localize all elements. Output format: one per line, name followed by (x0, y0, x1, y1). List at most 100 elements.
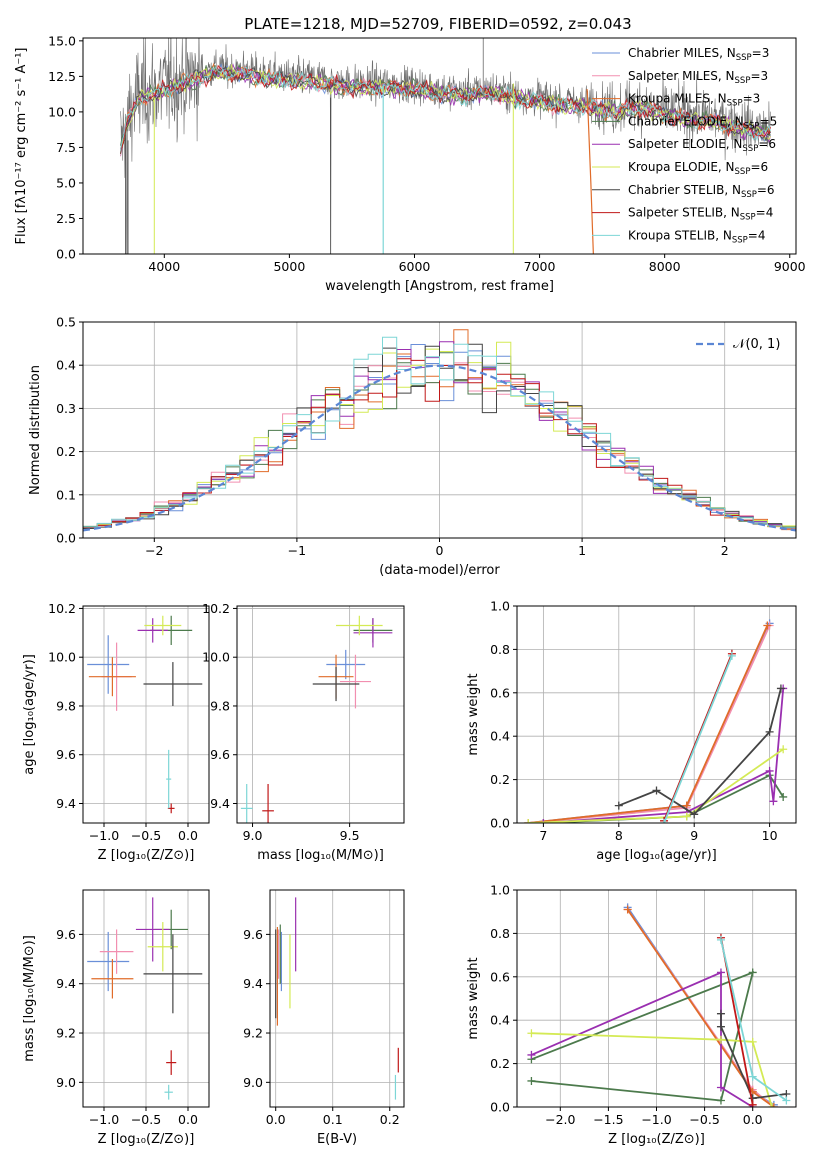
model-line-3 (120, 62, 771, 146)
massweight-vs-metallicity-panel: −2.0 −1.5 −1.0 −0.5 0.0 0.0 0.2 0.4 0.6 0.8 1.0 Z [… (466, 883, 797, 1147)
model-line-8 (120, 66, 771, 151)
y-tick-label: 0.4 (56, 358, 76, 373)
y-tick-label: 9.6 (56, 927, 76, 942)
legend-label: Chabrier MILES, NSSP=3 (628, 46, 769, 63)
legend-label-subscript: SSP (741, 190, 757, 200)
massweight-point (527, 1076, 536, 1085)
y-tick-label: 1.0 (490, 599, 510, 614)
massweight-line-3 (531, 971, 754, 1102)
x-tick-label: 8000 (649, 259, 681, 274)
x-axis-label: Z [log₁₀(Z/Z⊙)] (98, 848, 195, 863)
y-axis-label: mass weight (466, 957, 481, 1039)
x-tick-label: −1.0 (89, 828, 119, 843)
x-tick-label: 7 (539, 828, 547, 843)
legend-label-text: Chabrier ELODIE, N (628, 114, 744, 128)
massweight-point (716, 1096, 725, 1105)
x-tick-label: 9.5 (340, 828, 360, 843)
x-axis-label: (data-model)/error (379, 563, 500, 578)
massweight-point (716, 968, 725, 977)
massweight-point (748, 1037, 757, 1046)
mass-vs-ebv-panel: 0.0 0.1 0.2 9.0 9.2 9.4 9.6 E(B-V) (243, 889, 405, 1147)
x-tick-label: 9000 (774, 259, 806, 274)
massweight-point (524, 819, 533, 823)
legend-label-value: =3 (750, 69, 768, 83)
x-axis-label: E(B-V) (317, 1132, 357, 1147)
massweight-point (782, 1096, 791, 1105)
legend-label-text: Chabrier MILES, N (628, 46, 736, 60)
x-tick-label: 0.0 (178, 1112, 198, 1127)
plot-area (120, 38, 771, 254)
y-tick-label: 9.2 (56, 1026, 76, 1041)
legend-label: Kroupa ELODIE, NSSP=6 (628, 160, 768, 177)
y-axis-label: mass weight (466, 673, 481, 755)
massweight-point (716, 1009, 725, 1018)
legend-label: Kroupa STELIB, NSSP=4 (628, 228, 766, 245)
massweight-point (765, 766, 774, 775)
legend-label-subscript: SSP (732, 235, 748, 245)
model-line-5 (120, 64, 771, 148)
y-tick-label: 9.2 (243, 1026, 263, 1041)
y-tick-label: 0.6 (490, 969, 510, 984)
legend-label-value: =4 (748, 228, 766, 242)
axes-frame (269, 889, 405, 1108)
legend-label: Chabrier ELODIE, NSSP=5 (628, 114, 777, 131)
y-tick-label: 10.0 (48, 104, 76, 119)
massweight-point (527, 1050, 536, 1059)
massweight-point (527, 1029, 536, 1038)
legend-label-subscript: SSP (742, 144, 758, 154)
mass-vs-metallicity-panel: −1.0 −0.5 0.0 9.0 9.2 9.4 9.6 Z [log₁₀(Z/Z⊙)] ma… (22, 889, 210, 1147)
legend-label-subscript: SSP (735, 167, 751, 177)
y-tick-label: 0.6 (490, 685, 510, 700)
y-tick-label: 5.0 (56, 175, 76, 190)
massweight-line-8 (663, 655, 733, 823)
x-tick-label: 2 (721, 543, 729, 558)
y-tick-label: 10.0 (48, 650, 76, 665)
plot-area (527, 903, 791, 1107)
x-tick-label: 0.0 (743, 1112, 763, 1127)
legend-label: Salpeter ELODIE, NSSP=6 (628, 137, 776, 154)
y-tick-label: 0.5 (56, 315, 76, 330)
massweight-point (779, 792, 788, 801)
axes-frame (236, 605, 405, 824)
legend-label-text: Kroupa ELODIE, N (628, 160, 735, 174)
y-tick-label: 0.2 (490, 1056, 510, 1071)
massweight-point (623, 905, 632, 914)
massweight-point (765, 727, 774, 736)
massweight-point (748, 968, 757, 977)
normal-reference-curve (83, 364, 796, 532)
x-tick-label: −1.5 (593, 1112, 623, 1127)
spectrum-title: PLATE=1218, MJD=52709, FIBERID=0592, z=0… (244, 15, 631, 33)
massweight-point (690, 810, 699, 819)
massweight-point (614, 801, 623, 810)
x-axis-label: wavelength [Angstrom, rest frame] (325, 279, 554, 294)
legend-label-value: =5 (760, 114, 778, 128)
y-tick-label: 9.0 (243, 1075, 263, 1090)
legend-label-subscript: SSP (740, 213, 756, 223)
plot-area (524, 619, 788, 823)
massweight-point (727, 651, 736, 660)
x-tick-label: 0.1 (323, 1112, 343, 1127)
x-axis-label: mass [log₁₀(M/M⊙)] (257, 848, 384, 863)
x-tick-label: −0.5 (131, 1112, 161, 1127)
y-tick-label: 0.2 (56, 444, 76, 459)
legend-label-text: Chabrier STELIB, N (628, 183, 741, 197)
x-tick-label: −1.0 (89, 1112, 119, 1127)
age-vs-metallicity-panel: −1.0 −0.5 0.0 9.4 9.6 9.8 10.0 10.2 Z [log₁₀(Z/Z… (22, 601, 210, 863)
massweight-line-6 (618, 688, 782, 816)
legend-label: 𝒩(0, 1) (733, 337, 780, 352)
plot-area (275, 897, 399, 1100)
histogram-step-8 (83, 336, 796, 538)
massweight-line-5 (528, 748, 784, 823)
massweight-point (716, 935, 725, 944)
y-tick-label: 0.0 (490, 816, 510, 831)
y-tick-label: 9.4 (243, 976, 263, 991)
axes-frame (516, 605, 797, 824)
massweight-point (652, 786, 661, 795)
y-tick-label: 9.6 (56, 747, 76, 762)
y-tick-label: 0.4 (490, 1013, 510, 1028)
legend-label-text: Kroupa MILES, N (628, 92, 727, 106)
x-tick-label: 0.2 (380, 1112, 400, 1127)
model-line-6 (120, 65, 771, 154)
y-tick-label: 9.6 (243, 927, 263, 942)
